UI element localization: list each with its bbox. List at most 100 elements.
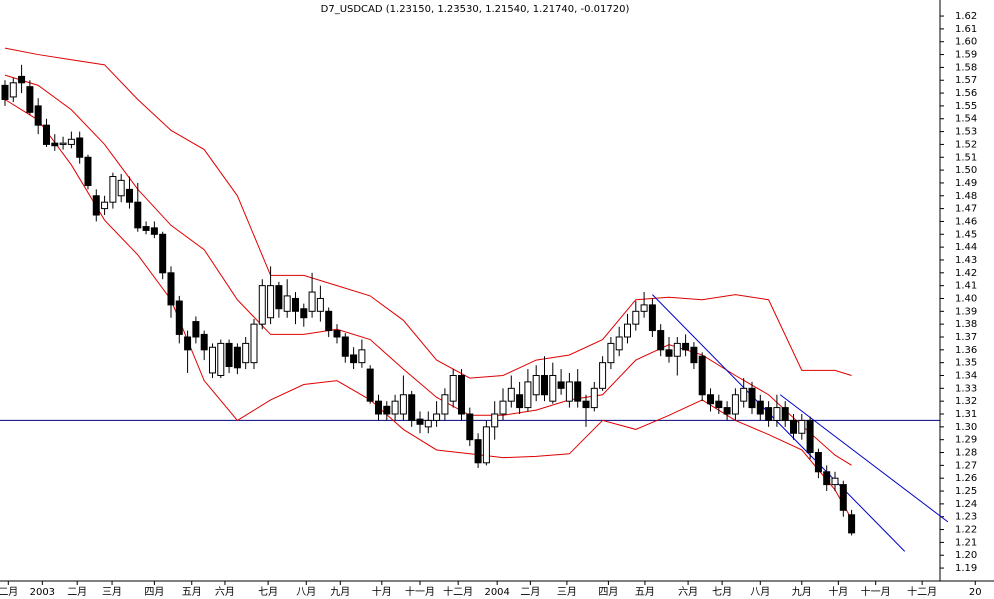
y-tick-label: 1.51 <box>955 152 977 163</box>
y-tick-label: 1.58 <box>955 62 977 73</box>
candle-body <box>773 407 781 421</box>
x-tick-label: 四月 <box>144 586 164 598</box>
candle-body <box>391 400 399 415</box>
candle-body <box>42 124 50 145</box>
candle-body <box>333 330 341 338</box>
candle-body <box>673 342 681 357</box>
candle-body <box>316 297 324 312</box>
candle-body <box>184 336 192 351</box>
x-tick-label: 2003 <box>30 587 55 598</box>
y-tick-label: 1.31 <box>955 409 977 420</box>
candle-body <box>557 381 565 389</box>
y-tick-label: 1.44 <box>955 242 977 253</box>
candle-body <box>582 400 590 409</box>
y-tick-label: 1.49 <box>955 178 977 189</box>
x-tick-label: 八月 <box>750 586 770 598</box>
candle-body <box>706 394 714 405</box>
y-tick-label: 1.57 <box>955 75 977 86</box>
x-tick-label: 七月 <box>258 586 278 598</box>
candle-body <box>18 75 26 84</box>
y-tick-label: 1.21 <box>955 537 977 548</box>
candle-body <box>433 413 441 421</box>
candle-body <box>474 439 482 464</box>
candle-body <box>790 419 798 434</box>
candle-body <box>383 405 391 415</box>
candle-body <box>482 426 490 464</box>
y-tick-label: 1.40 <box>955 293 977 304</box>
candle-body <box>258 285 266 325</box>
bollinger-band <box>4 74 852 466</box>
candle-body <box>640 304 648 312</box>
y-tick-label: 1.54 <box>955 114 977 125</box>
candle-body <box>308 291 316 312</box>
candle-body <box>648 304 656 332</box>
candle-body <box>457 374 465 415</box>
candle-body <box>839 484 847 511</box>
candle-body <box>565 381 573 402</box>
candle-body <box>84 156 92 187</box>
candle-body <box>723 407 731 415</box>
y-tick-label: 1.41 <box>955 281 977 292</box>
candle-body <box>424 419 432 428</box>
x-tick-label: 十二月 <box>907 585 937 598</box>
candle-body <box>291 297 299 312</box>
y-tick-label: 1.33 <box>955 383 977 394</box>
y-tick-label: 1.48 <box>955 191 977 202</box>
bollinger-band <box>4 47 852 379</box>
candle-body <box>449 374 457 402</box>
y-tick-label: 1.32 <box>955 396 977 407</box>
candle-body <box>150 227 158 235</box>
x-tick-label: 二月 <box>67 586 87 598</box>
y-tick-label: 1.28 <box>955 448 977 459</box>
candle-body <box>731 394 739 415</box>
y-tick-label: 1.38 <box>955 319 977 330</box>
candle-body <box>657 330 665 351</box>
candle-body <box>823 471 831 486</box>
candle-body <box>441 394 449 415</box>
candle-body <box>175 300 183 335</box>
y-tick-label: 1.22 <box>955 525 977 536</box>
x-tick-label: 三月 <box>557 586 577 598</box>
candle-body <box>623 323 631 338</box>
x-tick-label: 五月 <box>182 586 202 598</box>
candle-body <box>682 342 690 351</box>
x-tick-label: 20 <box>969 587 982 598</box>
y-tick-label: 1.30 <box>955 422 977 433</box>
candle-body <box>109 176 117 203</box>
y-tick-label: 1.37 <box>955 332 977 343</box>
candle-body <box>101 201 109 210</box>
y-tick-label: 1.36 <box>955 345 977 356</box>
candle-body <box>781 407 789 421</box>
x-tick-label: 十二月 <box>443 585 473 598</box>
trend-line <box>779 394 949 523</box>
y-tick-label: 1.55 <box>955 101 977 112</box>
y-tick-label: 1.26 <box>955 473 977 484</box>
candle-body <box>283 295 291 312</box>
candle-body <box>250 323 258 364</box>
candle-body <box>358 349 366 364</box>
candle-body <box>67 138 75 145</box>
candle-body <box>516 394 524 409</box>
y-tick-label: 1.34 <box>955 370 977 381</box>
candle-body <box>1 84 9 100</box>
candle-body <box>574 381 582 402</box>
x-tick-label: 十月 <box>372 585 392 598</box>
candle-body <box>715 400 723 409</box>
y-tick-label: 1.47 <box>955 204 977 215</box>
candle-body <box>399 394 407 415</box>
candle-body <box>607 342 615 364</box>
candle-body <box>267 285 275 319</box>
candle-body <box>549 374 557 402</box>
candle-body <box>125 188 133 203</box>
candle-body <box>416 418 424 425</box>
y-tick-label: 1.59 <box>955 50 977 61</box>
bollinger-band <box>4 99 853 520</box>
candle-body <box>798 419 806 434</box>
y-tick-label: 1.43 <box>955 255 977 266</box>
y-tick-label: 1.52 <box>955 139 977 150</box>
candle-body <box>748 387 756 409</box>
x-tick-label: 四月 <box>598 586 618 598</box>
candle-body <box>275 285 283 310</box>
candle-body <box>366 368 374 402</box>
y-tick-label: 1.25 <box>955 486 977 497</box>
